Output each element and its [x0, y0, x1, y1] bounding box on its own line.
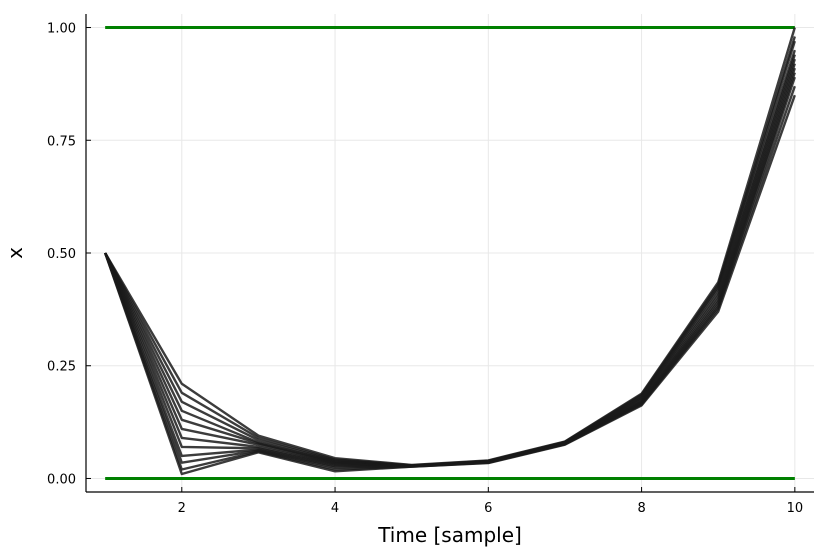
x-tick-label: 4 — [331, 501, 339, 516]
grid — [86, 14, 814, 492]
trajectory-line-1 — [104, 27, 796, 467]
x-tick-label: 6 — [484, 501, 492, 516]
y-tick-label: 1.00 — [47, 22, 76, 37]
x-tick-label: 2 — [178, 501, 186, 516]
trajectory-line-6 — [104, 58, 796, 467]
y-tick-label: 0.50 — [47, 247, 76, 262]
x-axis-label: Time [sample] — [377, 523, 522, 547]
trajectory-line-7 — [104, 63, 796, 467]
y-tick-label: 0.75 — [47, 134, 76, 149]
trajectory-line-5 — [104, 54, 796, 467]
trajectory-line-11 — [104, 85, 796, 471]
y-tick-label: 0.00 — [47, 472, 76, 487]
ticks: 2 4 6 8 10 0.00 0.25 0.50 0.75 1.00 — [47, 22, 803, 516]
x-tick-label: 8 — [637, 501, 645, 516]
bounds — [105, 26, 795, 480]
y-tick-label: 0.25 — [47, 360, 76, 375]
trajectory-line-8 — [104, 67, 796, 468]
x-tick-label: 10 — [787, 501, 804, 516]
y-axis-label: x — [3, 247, 27, 259]
series — [104, 27, 796, 476]
trajectory-line-12 — [104, 94, 796, 476]
